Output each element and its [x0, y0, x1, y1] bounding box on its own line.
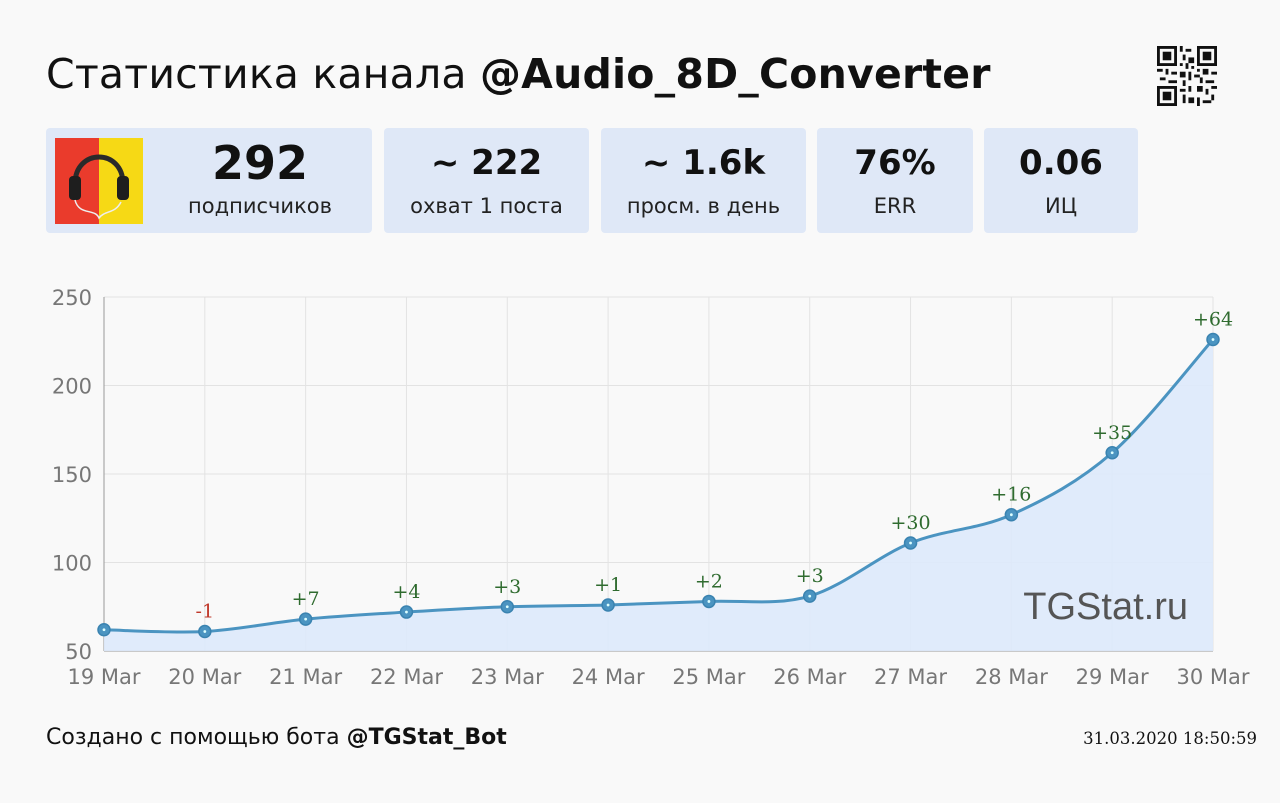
- x-tick-label: 24 Mar: [572, 665, 645, 689]
- x-tick-label: 20 Mar: [168, 665, 241, 689]
- data-point-center: [102, 628, 106, 632]
- stat-label: просм. в день: [626, 194, 781, 218]
- page-title: Статистика канала @Audio_8D_Converter: [46, 50, 991, 98]
- data-point-center: [808, 594, 812, 598]
- data-point-center: [1009, 513, 1013, 517]
- stat-label: ИЦ: [1044, 194, 1077, 218]
- data-point-center: [707, 600, 711, 603]
- x-tick-label: 25 Mar: [672, 665, 745, 689]
- delta-label: +1: [594, 574, 622, 596]
- stat-value: ~ 1.6k: [641, 143, 766, 183]
- footer-created-text: Создано с помощью бота: [46, 725, 340, 750]
- data-point-center: [909, 541, 912, 545]
- delta-label: +3: [493, 576, 521, 598]
- delta-label: -1: [196, 601, 215, 623]
- stat-label: подписчиков: [188, 194, 332, 218]
- data-point-center: [505, 605, 509, 609]
- stat-label: ERR: [873, 194, 917, 218]
- y-tick-label: 200: [52, 375, 92, 399]
- y-tick-label: 250: [52, 286, 92, 310]
- x-tick-label: 26 Mar: [773, 665, 846, 689]
- stat-value: 76%: [854, 143, 936, 183]
- x-tick-label: 28 Mar: [975, 665, 1048, 689]
- data-point-center: [1110, 451, 1114, 455]
- x-tick-label: 19 Mar: [67, 665, 140, 689]
- channel-avatar: [55, 138, 143, 224]
- title-prefix: Статистика канала: [46, 50, 467, 98]
- delta-label: +30: [890, 512, 930, 534]
- x-tick-label: 27 Mar: [874, 665, 947, 689]
- delta-label: +16: [991, 484, 1031, 506]
- x-tick-label: 23 Mar: [471, 665, 544, 689]
- x-tick-label: 29 Mar: [1076, 665, 1149, 689]
- x-tick-label: 30 Mar: [1176, 665, 1249, 689]
- data-point-center: [1211, 338, 1215, 341]
- y-tick-label: 100: [52, 552, 92, 576]
- delta-label: +64: [1193, 308, 1233, 330]
- data-point-center: [606, 603, 610, 607]
- stat-card-reach: ~ 222 охват 1 поста: [384, 128, 589, 233]
- footer-credit: Создано с помощью бота @TGStat_Bot: [46, 725, 507, 750]
- y-tick-label: 150: [52, 463, 92, 487]
- stat-label: охват 1 поста: [410, 194, 563, 218]
- stat-value: ~ 222: [430, 143, 543, 183]
- delta-label: +3: [796, 565, 824, 587]
- stat-card-subscribers: 292 подписчиков: [46, 128, 372, 233]
- data-point-center: [304, 617, 308, 621]
- stat-card-citation-index: 0.06 ИЦ: [984, 128, 1138, 233]
- delta-label: +2: [695, 570, 723, 592]
- footer-timestamp: 31.03.2020 18:50:59: [1083, 729, 1257, 748]
- stat-value: 0.06: [1019, 143, 1103, 183]
- stat-card-daily-views: ~ 1.6k просм. в день: [601, 128, 806, 233]
- series-line: [103, 338, 1215, 634]
- subscribers-line-chart: 250 200 150 100 50 TGStat.ru 19 Mar -1 20 Mar +7 2…: [52, 286, 1250, 689]
- data-point-center: [203, 630, 207, 633]
- qr-code-icon: [1157, 46, 1217, 106]
- y-tick-label: 50: [65, 640, 92, 664]
- x-tick-label: 21 Mar: [269, 665, 342, 689]
- data-point-center: [405, 610, 408, 614]
- stat-value: 292: [211, 136, 309, 190]
- x-tick-label: 22 Mar: [370, 665, 443, 689]
- stat-card-err: 76% ERR: [817, 128, 973, 233]
- watermark: TGStat.ru: [1023, 586, 1188, 628]
- footer-bot-link[interactable]: @TGStat_Bot: [346, 725, 507, 750]
- area-fill: [104, 339, 1213, 651]
- delta-label: +4: [392, 581, 420, 603]
- delta-label: +35: [1092, 422, 1132, 444]
- delta-label: +7: [292, 588, 320, 610]
- channel-name: @Audio_8D_Converter: [479, 50, 991, 98]
